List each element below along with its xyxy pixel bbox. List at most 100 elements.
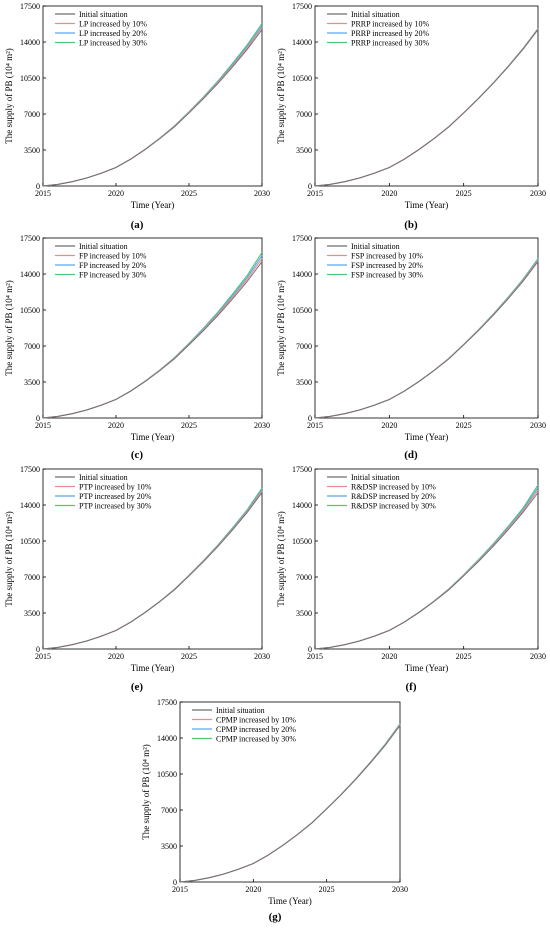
legend-label-1: Initial situation	[79, 242, 128, 251]
series-line-2	[42, 490, 263, 650]
legend-label-1: Initial situation	[79, 10, 128, 19]
legend-label-2: FSP increased by 10%	[351, 252, 423, 261]
legend-label-2: R&DSP increased by 10%	[351, 483, 436, 492]
legend-label-4: PRRP increased by 30%	[351, 39, 429, 48]
panel-caption: (f)	[406, 681, 417, 693]
y-axis-label: The supply of PB (10⁴ m²)	[4, 511, 14, 607]
series-line-4	[314, 28, 539, 187]
x-tick-label: 2025	[456, 652, 472, 661]
series-line-2	[179, 724, 401, 883]
legend-label-1: Initial situation	[351, 10, 400, 19]
x-tick-label: 2015	[35, 189, 51, 198]
series-line-2	[314, 260, 539, 419]
series-line-3	[42, 25, 263, 187]
y-tick-label: 7000	[296, 110, 312, 119]
legend-label-2: LP increased by 10%	[79, 20, 147, 29]
series-line-4	[42, 252, 263, 419]
legend-label-4: FSP increased by 30%	[351, 271, 423, 280]
series-line-2	[42, 258, 263, 419]
panel-caption: (d)	[404, 449, 418, 461]
y-tick-label: 0	[308, 414, 312, 423]
x-tick-label: 2030	[530, 421, 546, 430]
series-line-3	[179, 724, 401, 883]
x-tick-label: 2020	[381, 421, 397, 430]
x-tick-label: 2020	[381, 189, 397, 198]
legend-label-3: R&DSP increased by 20%	[351, 492, 436, 501]
x-axis-label: Time (Year)	[268, 896, 312, 906]
y-tick-label: 17500	[292, 465, 312, 474]
y-tick-label: 7000	[296, 342, 312, 351]
series-line-1	[314, 492, 539, 650]
y-tick-label: 10500	[157, 770, 177, 779]
panel-caption: (b)	[404, 219, 418, 231]
y-tick-label: 3500	[296, 609, 312, 618]
plot-frame	[314, 468, 539, 650]
legend-label-2: PRRP increased by 10%	[351, 20, 429, 29]
y-tick-label: 10500	[20, 306, 40, 315]
legend-label-4: LP increased by 30%	[79, 39, 147, 48]
y-tick-label: 17500	[292, 234, 312, 243]
y-axis-label: The supply of PB (10⁴ m²)	[141, 744, 151, 840]
x-tick-label: 2025	[181, 189, 197, 198]
y-tick-label: 17500	[292, 2, 312, 11]
y-tick-label: 0	[36, 182, 40, 191]
y-tick-label: 17500	[157, 698, 177, 707]
legend-label-3: CPMP increased by 20%	[216, 725, 296, 734]
x-axis-label: Time (Year)	[131, 663, 175, 673]
x-tick-label: 2015	[307, 421, 323, 430]
y-tick-label: 14000	[20, 501, 40, 510]
y-tick-label: 0	[308, 645, 312, 654]
y-tick-label: 10500	[292, 537, 312, 546]
series-line-1	[42, 29, 263, 187]
legend-label-4: R&DSP increased by 30%	[351, 502, 436, 511]
y-tick-label: 7000	[296, 573, 312, 582]
x-tick-label: 2025	[181, 652, 197, 661]
chart-panel-6: 2015 2020 2025 2030 0 3500 7000 10500 14000 17500…	[276, 465, 546, 693]
legend-label-2: PTP increased by 10%	[79, 483, 152, 492]
x-tick-label: 2020	[108, 652, 124, 661]
series-line-1	[314, 261, 539, 419]
chart-panel-7: 2015 2020 2025 2030 0 3500 7000 10500 14000 17500…	[141, 698, 408, 923]
chart-panel-2: 2015 2020 2025 2030 0 3500 7000 10500 14000 17500…	[276, 2, 546, 231]
series-line-4	[179, 723, 401, 883]
y-tick-label: 3500	[296, 378, 312, 387]
y-tick-label: 0	[36, 645, 40, 654]
series-line-3	[314, 487, 539, 650]
y-axis-label: The supply of PB (10⁴ m²)	[276, 280, 286, 376]
legend-label-3: LP increased by 20%	[79, 29, 147, 38]
legend-label-2: CPMP increased by 10%	[216, 716, 296, 725]
y-tick-label: 7000	[161, 806, 177, 815]
y-tick-label: 7000	[24, 110, 40, 119]
y-tick-label: 14000	[292, 38, 312, 47]
plot-frame	[314, 5, 539, 187]
x-tick-label: 2015	[307, 652, 323, 661]
legend-label-3: FSP increased by 20%	[351, 261, 423, 270]
legend-label-2: FP increased by 10%	[79, 252, 147, 261]
chart-panel-5: 2015 2020 2025 2030 0 3500 7000 10500 14000 17500…	[4, 465, 270, 693]
plot-frame	[42, 5, 263, 187]
series-line-3	[314, 28, 539, 187]
x-tick-label: 2020	[245, 885, 261, 894]
legend-label-1: Initial situation	[79, 473, 128, 482]
x-tick-label: 2030	[392, 885, 408, 894]
x-tick-label: 2015	[35, 421, 51, 430]
chart-panel-4: 2015 2020 2025 2030 0 3500 7000 10500 14000 17500…	[276, 234, 546, 461]
x-tick-label: 2025	[456, 189, 472, 198]
panel-caption: (a)	[131, 219, 144, 231]
chart-panel-3: 2015 2020 2025 2030 0 3500 7000 10500 14000 17500…	[4, 234, 270, 461]
y-tick-label: 17500	[20, 2, 40, 11]
series-line-2	[42, 27, 263, 187]
y-tick-label: 3500	[296, 146, 312, 155]
y-tick-label: 14000	[292, 501, 312, 510]
x-tick-label: 2030	[530, 189, 546, 198]
y-tick-label: 10500	[292, 306, 312, 315]
x-tick-label: 2020	[108, 189, 124, 198]
plot-frame	[179, 701, 401, 883]
series-line-1	[179, 725, 401, 883]
legend-label-3: PRRP increased by 20%	[351, 29, 429, 38]
x-tick-label: 2030	[254, 652, 270, 661]
y-tick-label: 3500	[24, 609, 40, 618]
y-axis-label: The supply of PB (10⁴ m²)	[276, 511, 286, 607]
series-line-4	[42, 23, 263, 187]
